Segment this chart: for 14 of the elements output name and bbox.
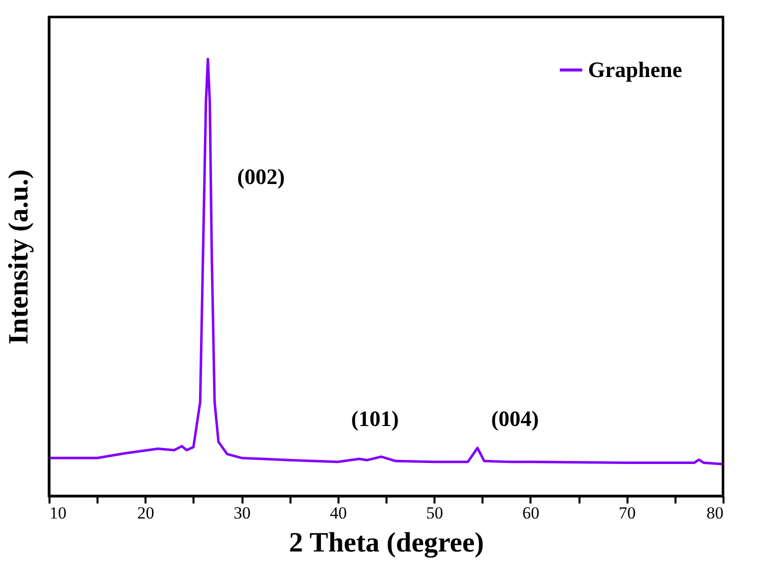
- annotation: (002): [237, 164, 285, 189]
- annotation: (101): [351, 406, 399, 431]
- y-axis-title: Intensity (a.u.): [4, 169, 34, 345]
- x-tick-label: 70: [618, 504, 636, 522]
- x-tick-label: 50: [426, 504, 444, 522]
- x-axis-title: 2 Theta (degree): [289, 528, 484, 558]
- annotation: (004): [491, 406, 539, 431]
- x-tick-label: 40: [330, 504, 347, 522]
- legend-label: Graphene: [588, 57, 682, 82]
- x-tick-label: 10: [50, 504, 66, 522]
- x-tick-label: 80: [706, 504, 724, 522]
- x-tick-label: 20: [137, 504, 154, 522]
- x-tick-label: 60: [522, 504, 540, 522]
- x-tick-label: 30: [234, 504, 251, 522]
